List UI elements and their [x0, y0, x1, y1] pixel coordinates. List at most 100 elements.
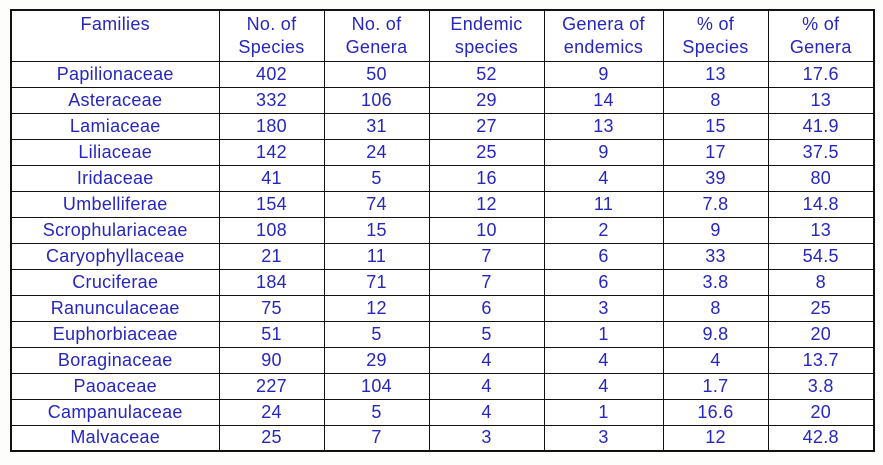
table-row: Lamiaceae 180 31 27 13 15 41.9	[10, 112, 875, 140]
header-families-label: Families	[80, 14, 150, 34]
value-cell: 12	[323, 294, 430, 322]
value-cell: 20	[767, 398, 875, 426]
header-endemic-species-line2: species	[454, 37, 519, 57]
value-cell: 3.8	[662, 268, 769, 296]
value-cell: 7	[323, 424, 430, 452]
header-no-of-genera: No. of Genera	[323, 9, 430, 62]
value-cell: 142	[218, 138, 325, 166]
value-cell: 54.5	[767, 242, 875, 270]
header-no-of-genera-line1: No. of	[351, 14, 402, 34]
header-no-of-species-line2: Species	[238, 37, 305, 57]
value-cell: 29	[428, 86, 545, 114]
value-cell: 5	[323, 320, 430, 348]
value-cell: 12	[428, 190, 545, 218]
value-cell: 13	[767, 216, 875, 244]
value-cell: 20	[767, 320, 875, 348]
family-name-cell: Paoaceae	[10, 372, 220, 400]
table-row: Boraginaceae 90 29 4 4 4 13.7	[10, 346, 875, 374]
value-cell: 4	[543, 372, 664, 400]
header-endemic-species-line1: Endemic	[450, 14, 523, 34]
value-cell: 7	[428, 242, 545, 270]
family-name-cell: Euphorbiaceae	[10, 320, 220, 348]
family-name-cell: Liliaceae	[10, 138, 220, 166]
value-cell: 13	[543, 112, 664, 140]
value-cell: 16	[428, 164, 545, 192]
header-genera-of-endemics-line1: Genera of	[562, 14, 645, 34]
table-header-row: Families No. of Species No. of Genera En…	[10, 9, 875, 62]
table-row: Campanulaceae 24 5 4 1 16.6 20	[10, 398, 875, 426]
family-name-cell: Papilionaceae	[10, 60, 220, 88]
value-cell: 3	[543, 424, 664, 452]
value-cell: 8	[662, 86, 769, 114]
value-cell: 9	[543, 138, 664, 166]
header-pct-of-species-line1: % of	[696, 14, 735, 34]
value-cell: 4	[543, 346, 664, 374]
value-cell: 7.8	[662, 190, 769, 218]
value-cell: 9	[662, 216, 769, 244]
value-cell: 42.8	[767, 424, 875, 452]
value-cell: 13	[662, 60, 769, 88]
value-cell: 21	[218, 242, 325, 270]
value-cell: 6	[543, 268, 664, 296]
value-cell: 154	[218, 190, 325, 218]
value-cell: 17	[662, 138, 769, 166]
value-cell: 3	[543, 294, 664, 322]
table-row: Ranunculaceae 75 12 6 3 8 25	[10, 294, 875, 322]
value-cell: 7	[428, 268, 545, 296]
value-cell: 13	[767, 86, 875, 114]
value-cell: 90	[218, 346, 325, 374]
value-cell: 37.5	[767, 138, 875, 166]
value-cell: 39	[662, 164, 769, 192]
table-row: Asteraceae 332 106 29 14 8 13	[10, 86, 875, 114]
value-cell: 80	[767, 164, 875, 192]
value-cell: 5	[323, 398, 430, 426]
value-cell: 4	[428, 372, 545, 400]
value-cell: 8	[662, 294, 769, 322]
value-cell: 51	[218, 320, 325, 348]
value-cell: 4	[543, 164, 664, 192]
value-cell: 180	[218, 112, 325, 140]
table-row: Malvaceae 25 7 3 3 12 42.8	[10, 424, 875, 452]
header-pct-of-genera: % of Genera	[767, 9, 875, 62]
value-cell: 25	[218, 424, 325, 452]
value-cell: 1.7	[662, 372, 769, 400]
value-cell: 6	[428, 294, 545, 322]
value-cell: 106	[323, 86, 430, 114]
table-row: Caryophyllaceae 21 11 7 6 33 54.5	[10, 242, 875, 270]
value-cell: 1	[543, 320, 664, 348]
value-cell: 75	[218, 294, 325, 322]
value-cell: 10	[428, 216, 545, 244]
value-cell: 108	[218, 216, 325, 244]
family-name-cell: Malvaceae	[10, 424, 220, 452]
value-cell: 5	[428, 320, 545, 348]
value-cell: 8	[767, 268, 875, 296]
family-name-cell: Cruciferae	[10, 268, 220, 296]
value-cell: 4	[662, 346, 769, 374]
value-cell: 9.8	[662, 320, 769, 348]
value-cell: 29	[323, 346, 430, 374]
header-families: Families	[10, 9, 220, 62]
value-cell: 14	[543, 86, 664, 114]
header-pct-of-species: % of Species	[662, 9, 769, 62]
value-cell: 74	[323, 190, 430, 218]
table-row: Papilionaceae 402 50 52 9 13 17.6	[10, 60, 875, 88]
value-cell: 27	[428, 112, 545, 140]
family-name-cell: Campanulaceae	[10, 398, 220, 426]
value-cell: 11	[543, 190, 664, 218]
family-name-cell: Lamiaceae	[10, 112, 220, 140]
family-name-cell: Umbelliferae	[10, 190, 220, 218]
value-cell: 16.6	[662, 398, 769, 426]
value-cell: 12	[662, 424, 769, 452]
value-cell: 25	[428, 138, 545, 166]
table-row: Cruciferae 184 71 7 6 3.8 8	[10, 268, 875, 296]
family-name-cell: Scrophulariaceae	[10, 216, 220, 244]
value-cell: 33	[662, 242, 769, 270]
header-no-of-species-line1: No. of	[246, 14, 297, 34]
value-cell: 104	[323, 372, 430, 400]
value-cell: 2	[543, 216, 664, 244]
value-cell: 332	[218, 86, 325, 114]
header-pct-of-genera-line1: % of	[802, 14, 840, 34]
value-cell: 24	[323, 138, 430, 166]
value-cell: 15	[323, 216, 430, 244]
